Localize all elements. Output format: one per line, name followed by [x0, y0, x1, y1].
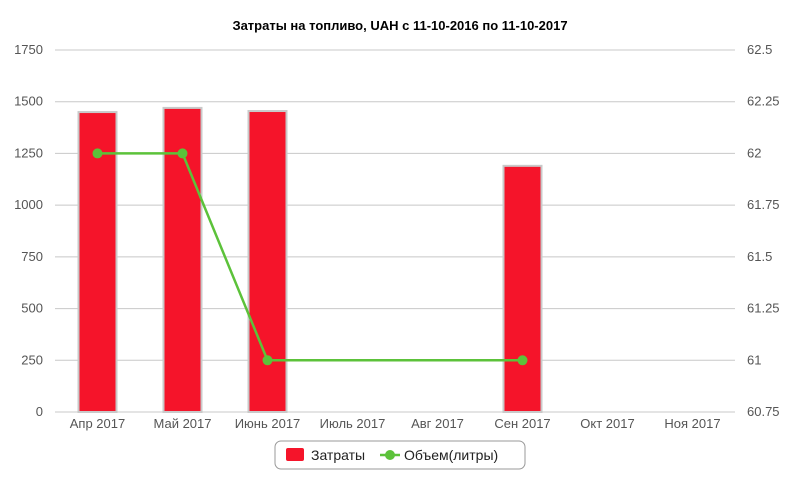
line-point[interactable]: [177, 148, 188, 159]
line-path: [97, 152, 523, 362]
x-tick-label: Апр 2017: [70, 416, 125, 431]
bar[interactable]: [502, 164, 543, 413]
line-series: [92, 148, 528, 366]
bar-series: [77, 106, 543, 414]
x-tick-label: Июнь 2017: [235, 416, 301, 431]
right-tick-label: 62.5: [747, 42, 772, 57]
x-tick-label: Май 2017: [154, 416, 212, 431]
grid-lines: [55, 49, 735, 413]
right-tick-label: 62.25: [747, 94, 780, 109]
right-tick-label: 61.25: [747, 301, 780, 316]
x-tick-label: Сен 2017: [494, 416, 550, 431]
line-point[interactable]: [92, 148, 103, 159]
chart-title: Затраты на топливо, UAH с 11-10-2016 по …: [232, 18, 567, 33]
left-tick-label: 500: [21, 301, 43, 316]
legend-swatch-volume[interactable]: [385, 450, 395, 460]
x-axis-ticks: Апр 2017 Май 2017 Июнь 2017 Июль 2017 Авг 20…: [70, 416, 721, 431]
right-tick-label: 62: [747, 145, 761, 160]
x-tick-label: Ноя 2017: [664, 416, 720, 431]
left-tick-label: 1750: [14, 42, 43, 57]
legend-swatch-costs[interactable]: [286, 448, 304, 461]
right-tick-label: 61: [747, 352, 761, 367]
right-tick-label: 60.75: [747, 404, 780, 419]
x-tick-label: Авг 2017: [411, 416, 464, 431]
x-tick-label: Июль 2017: [320, 416, 386, 431]
right-tick-label: 61.5: [747, 249, 772, 264]
line-point[interactable]: [517, 355, 528, 366]
line-point[interactable]: [262, 355, 273, 366]
legend: Затраты Объем(литры): [274, 440, 526, 470]
left-tick-label: 750: [21, 249, 43, 264]
x-tick-label: Окт 2017: [580, 416, 634, 431]
left-tick-label: 1250: [14, 145, 43, 160]
left-tick-label: 1000: [14, 197, 43, 212]
bar[interactable]: [162, 106, 203, 413]
right-axis-ticks: 60.75 61 61.25 61.5 61.75 62 62.25 62.5: [747, 42, 780, 419]
legend-label-costs[interactable]: Затраты: [311, 447, 365, 463]
bar[interactable]: [247, 110, 288, 413]
left-tick-label: 250: [21, 352, 43, 367]
right-tick-label: 61.75: [747, 197, 780, 212]
bar[interactable]: [77, 111, 118, 414]
left-tick-label: 0: [36, 404, 43, 419]
left-tick-label: 1500: [14, 94, 43, 109]
legend-label-volume[interactable]: Объем(литры): [404, 447, 498, 463]
left-axis-ticks: 0 250 500 750 1000 1250 1500 1750: [14, 42, 43, 419]
